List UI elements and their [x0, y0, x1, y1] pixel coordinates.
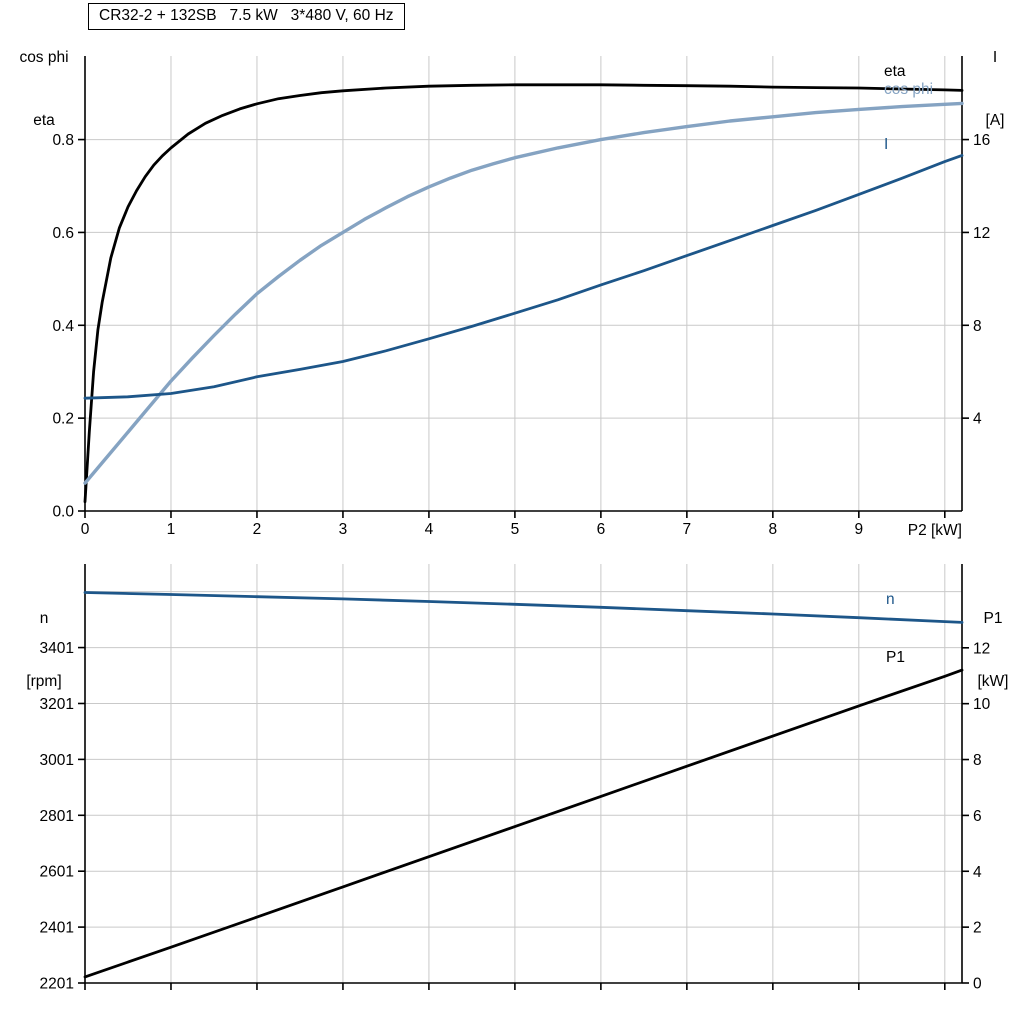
left-tick-label: 2401	[40, 920, 74, 937]
x-axis-end-label: P2 [kW]	[907, 522, 962, 539]
left-tick-label: 0.0	[52, 504, 74, 521]
x-tick-label: 2	[253, 521, 262, 538]
top-left-axis-title: cos phi eta	[6, 5, 82, 173]
x-tick-label: 4	[425, 521, 434, 538]
x-tick-label: 7	[683, 521, 692, 538]
left-tick-label: 2801	[40, 808, 74, 825]
speed-axis-title-line2: [rpm]	[26, 673, 62, 690]
left-tick-label: 2601	[40, 864, 74, 881]
right-tick-label: 10	[973, 696, 991, 713]
right-tick-label: 8	[973, 752, 982, 769]
left-tick-label: 0.8	[52, 132, 74, 149]
curve-I	[83, 153, 964, 400]
left-tick-label: 3001	[40, 752, 74, 769]
right-tick-label: 6	[973, 808, 982, 825]
left-tick-label: 0.2	[52, 411, 74, 428]
x-tick-label: 5	[511, 521, 520, 538]
left-tick-label: 2201	[40, 976, 74, 993]
curve-label-cos-phi: cos phi	[884, 81, 934, 98]
x-tick-label: 0	[81, 521, 90, 538]
curve-cos-phi	[83, 101, 964, 485]
curve-label-eta: eta	[884, 63, 906, 80]
curve-label-speed: n	[886, 591, 895, 608]
chart-group-1: 2201 2401 2601 2801 3001 3201 3401 0 2 4 6 8 10 12	[40, 564, 991, 993]
bottom-left-axis-title: n [rpm]	[6, 566, 82, 734]
chart-title-box: CR32-2 + 132SB 7.5 kW 3*480 V, 60 Hz	[88, 3, 405, 30]
power-axis-title-line2: [kW]	[977, 673, 1009, 690]
speed-axis-title-line1: n	[39, 610, 49, 627]
right-tick-label: 16	[973, 132, 990, 149]
right-tick-label: 4	[973, 864, 982, 881]
x-tick-label: 6	[597, 521, 606, 538]
x-tick-label: 3	[339, 521, 348, 538]
curve-label-current: I	[884, 136, 889, 153]
x-tick-label: 1	[167, 521, 176, 538]
left-tick-label: 0.6	[52, 225, 74, 242]
left-axis-title-line2: eta	[33, 112, 55, 129]
right-axis-title-line2: [A]	[985, 112, 1005, 129]
left-axis-title-line1: cos phi	[19, 49, 69, 66]
curve-P1	[83, 668, 964, 979]
left-tick-label: 3401	[40, 640, 74, 657]
right-tick-label: 4	[973, 411, 982, 428]
right-tick-label: 12	[973, 640, 990, 657]
power-axis-title-line1: P1	[983, 610, 1003, 627]
left-tick-label: 0.4	[52, 318, 74, 335]
top-right-axis-title: I [A]	[972, 5, 1018, 173]
left-tick-label: 3201	[40, 696, 74, 713]
right-tick-label: 12	[973, 225, 990, 242]
curve-n	[83, 591, 964, 624]
right-tick-label: 2	[973, 920, 982, 937]
x-tick-label: 8	[769, 521, 778, 538]
right-tick-label: 0	[973, 976, 982, 993]
right-axis-title-line1: I	[992, 49, 998, 66]
curve-label-p1: P1	[886, 649, 905, 666]
x-tick-label: 9	[855, 521, 864, 538]
curve-eta	[83, 83, 964, 504]
bottom-right-axis-title: P1 [kW]	[966, 566, 1020, 734]
right-tick-label: 8	[973, 318, 982, 335]
